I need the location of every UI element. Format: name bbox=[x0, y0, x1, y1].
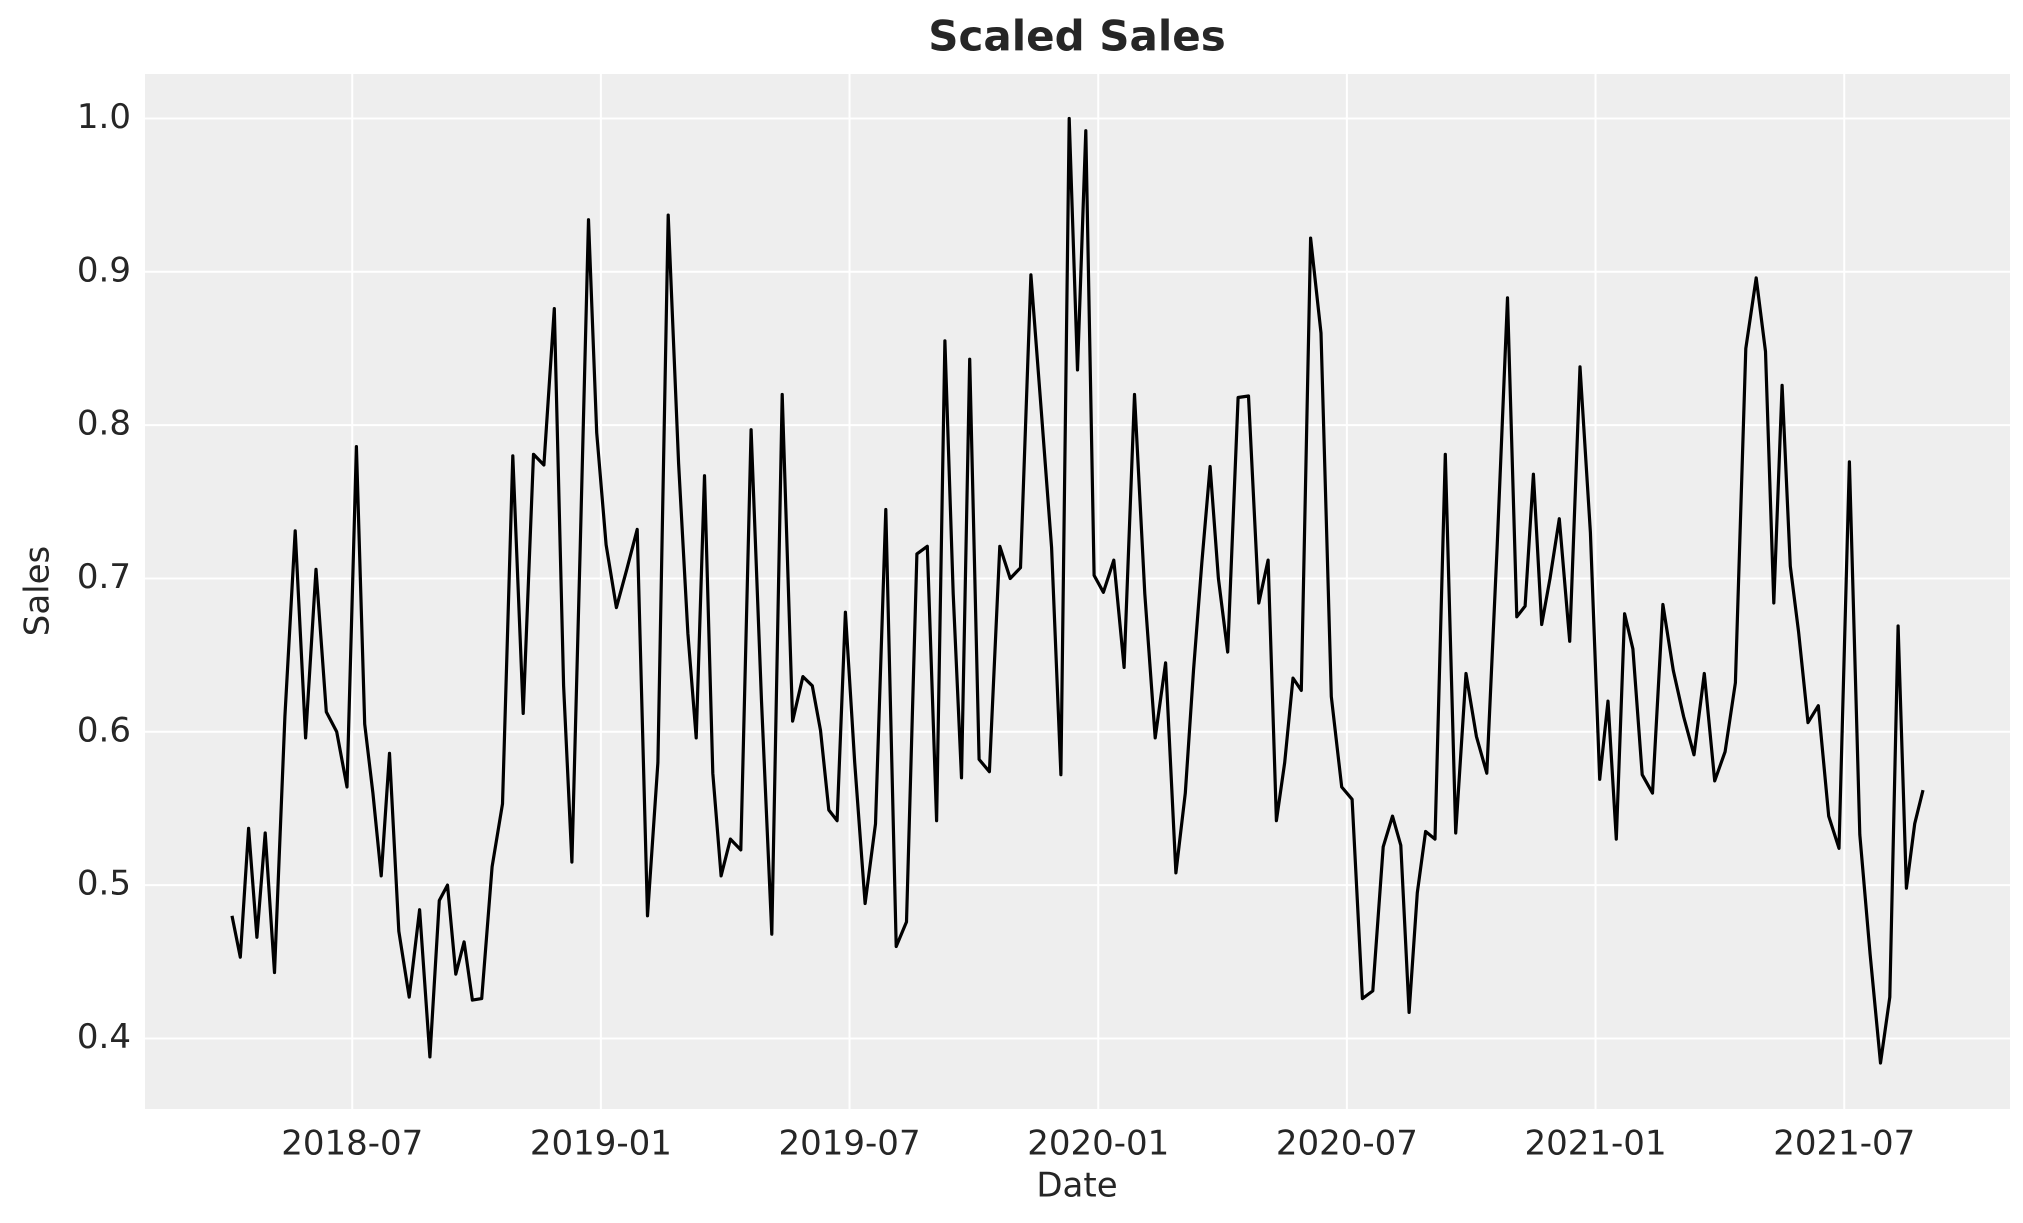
chart-title: Scaled Sales bbox=[928, 12, 1226, 61]
y-tick-label: 0.8 bbox=[77, 404, 131, 444]
y-tick-label: 0.7 bbox=[77, 557, 131, 597]
y-tick-label: 1.0 bbox=[77, 97, 131, 137]
y-tick-label: 0.4 bbox=[77, 1017, 131, 1057]
y-tick-label: 0.9 bbox=[77, 250, 131, 290]
x-tick-label: 2019-01 bbox=[530, 1124, 672, 1164]
y-axis-label: Sales bbox=[18, 546, 58, 637]
plot-area bbox=[145, 74, 2010, 1109]
y-tick-label: 0.5 bbox=[77, 864, 131, 904]
x-axis-label: Date bbox=[1036, 1166, 1117, 1206]
x-tick-label: 2019-07 bbox=[779, 1124, 921, 1164]
x-tick-label: 2021-07 bbox=[1773, 1124, 1915, 1164]
x-tick-label: 2020-07 bbox=[1276, 1124, 1418, 1164]
x-tick-label: 2021-01 bbox=[1525, 1124, 1667, 1164]
x-tick-label: 2018-07 bbox=[281, 1124, 423, 1164]
y-tick-label: 0.6 bbox=[77, 710, 131, 750]
x-tick-label: 2020-01 bbox=[1027, 1124, 1169, 1164]
sales-line bbox=[230, 116, 1925, 1065]
